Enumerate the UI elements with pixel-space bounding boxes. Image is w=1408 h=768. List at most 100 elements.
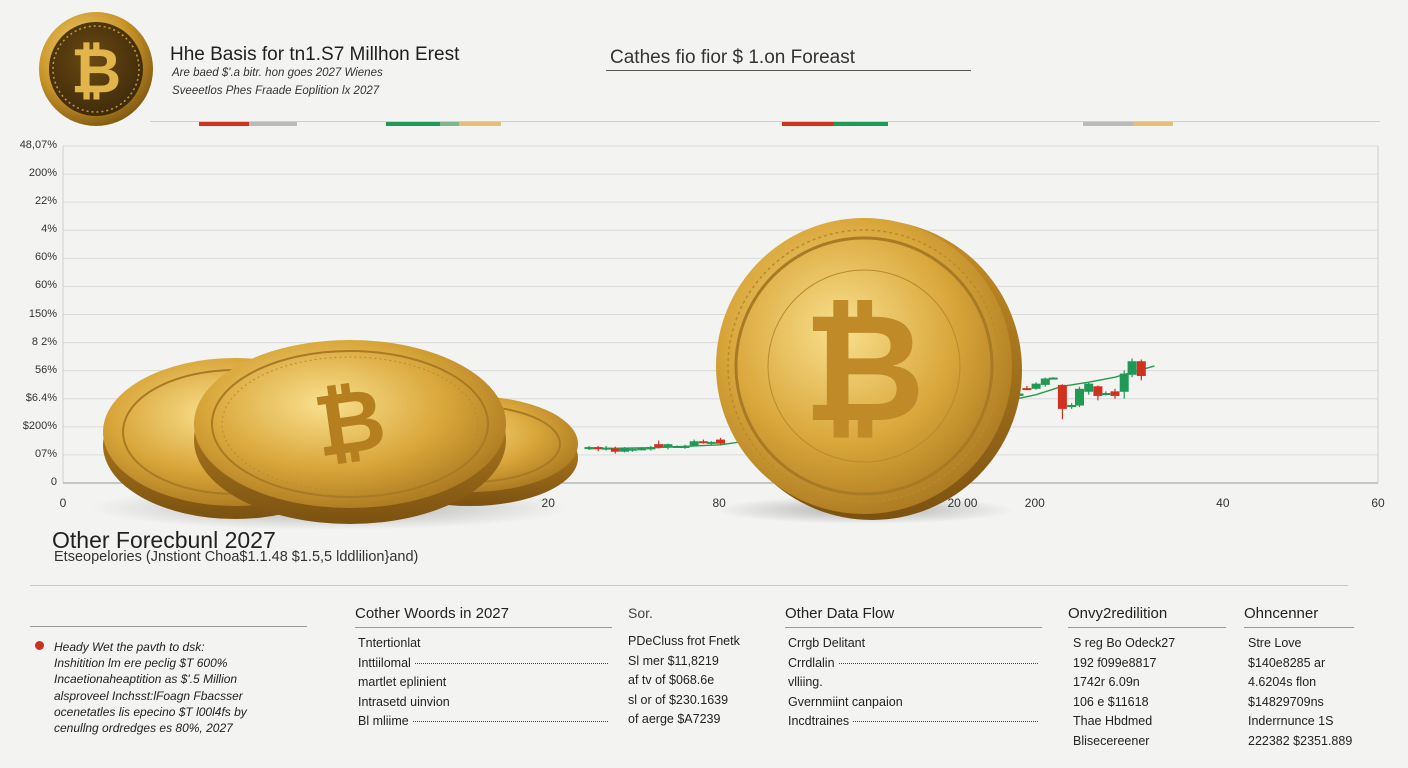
candle-up [663,443,673,450]
x-tick-label: 0 [59,496,67,510]
candle-body [1101,393,1111,396]
x-tick-label: 80 [712,496,726,510]
column-item: of aerge $A7239 [628,712,721,727]
svg-text:₿: ₿ [71,34,122,107]
column-item: af tv of $068.6e [628,673,715,688]
candle-up [1074,386,1084,408]
column-onvy-prediction: Onvy2redilition S reg Bo Odeck27 192 f09… [1068,605,1226,752]
x-tick-label: 200 [1024,496,1045,510]
candle-up [601,445,611,451]
candle-up [637,447,647,451]
svg-text:₿: ₿ [803,282,925,456]
column-item: Inderrnunce 1S [1248,714,1334,729]
column-title: Ohncenner [1244,605,1354,628]
bullet-text-block: Heady Wet the pavth to dsk: Inshitition … [54,639,247,736]
column-item: Gvernmiint canpaion [788,694,903,709]
y-tick-label: 60% [34,251,57,264]
column-item: Crrdlalin [788,654,1042,674]
x-tick-label: 60 [1371,496,1385,510]
y-tick-label: 4% [41,223,57,236]
candle-body [620,447,630,452]
column-item: 4.6204s flon [1248,675,1317,690]
column-item: Sl mer $11,8219 [628,653,719,668]
candle-body [1119,373,1129,392]
y-tick-label: $6.4% [25,391,57,404]
page-subtitle: Are baed $'.a bitr. hon goes 2027 Wienes [172,67,383,79]
candle-down [1093,385,1103,401]
accent-swatch-red-2 [782,122,834,126]
column-ohncenner: Ohncenner Stre Love $140e8285 ar 4.6204s… [1244,605,1354,752]
y-tick-label: 60% [34,279,57,292]
column-item: $140e8285 ar [1248,655,1326,670]
forecast-title: Other Forecbunl 2027 [52,527,276,553]
candle-down [593,445,603,452]
candle-up [706,441,716,445]
dotted-leader [414,662,608,664]
accent-swatch-green [386,122,440,126]
candle-body [654,444,664,448]
candle-body [646,447,656,450]
column-title: Onvy2redilition [1068,605,1226,628]
column-item: vlliing. [788,675,823,690]
column-item: S reg Bo Odeck27 [1073,636,1176,650]
bullet-line: Inshitition lm ere peclig $T 600% [54,656,228,671]
bullet-line: cenullng ordredges es 80%, 2027 [54,721,233,736]
bullet-line: Incaetionaheaptition as $'.5 Million [54,672,238,687]
y-tick-label: 200% [28,167,57,180]
page-title: Hhe Basis for tn1.S7 Millhon Erest [170,44,460,65]
dotted-leader [853,721,1038,723]
candle-body [1084,383,1094,392]
dotted-leader [838,662,1038,664]
candle-body [698,441,708,444]
header-divider [150,121,1380,122]
y-tick-label: 0 [50,476,57,488]
accent-swatch-green-2 [834,122,888,126]
candle-down [716,437,725,445]
column-item: Stre Love [1248,636,1302,650]
candle-up [1067,403,1077,409]
candle-down [1022,385,1032,391]
column-item: Incdtraines [788,712,1042,732]
candle-body [627,448,637,451]
column-item: martlet eplinient [358,675,447,690]
column-other-data-flow: Other Data Flow Crrgb Delitant Crrdlalin… [785,605,1042,732]
accent-swatch-tan-2 [1133,122,1173,126]
y-tick-label: 56% [34,363,57,376]
column-title: Sor. [628,605,653,621]
candle-down [1057,384,1067,420]
candle-body [1048,377,1058,380]
y-tick-label: 48,07% [19,139,57,151]
candle-up [672,445,682,448]
candle-body [716,439,725,444]
accent-swatch-grey-2 [1083,122,1133,126]
candle-body [680,445,690,448]
candle-up [1040,377,1050,387]
candle-body [663,444,673,448]
candle-up [689,439,699,446]
y-tick-label: 22% [34,195,57,208]
candle-body [601,447,611,450]
y-tick-label: 8 2% [31,335,57,348]
candle-up [620,447,630,453]
dotted-leader [412,721,608,723]
accent-swatch-red [199,122,249,126]
column-other-words: Cother Woords in 2027 Tntertionlat Intti… [355,605,612,732]
y-tick-label: 150% [28,307,57,320]
column-item: 192 f099e8817 [1073,655,1157,670]
column-item: Blisecereener [1073,733,1150,748]
x-tick-label: 20 00 [947,496,978,510]
candle-body [593,447,603,450]
chart-title-underline [606,70,971,71]
forecast-subtitle: Etseopelories (Jnstiont Choa$1.1.48 $1.5… [54,549,419,565]
coin-illustration: ₿ ₿ [90,218,1022,530]
candle-down [1136,359,1146,381]
column-title: Cother Woords in 2027 [355,605,612,628]
candle-down [698,439,708,444]
candle-up [1127,358,1137,378]
accent-swatch-lightgreen [440,122,459,126]
bitcoin-logo-coin: ₿ [39,12,153,126]
accent-swatch-grey [249,122,297,126]
candle-up [680,444,690,449]
coin-large: ₿ [716,218,1022,520]
candle-body [637,448,647,451]
